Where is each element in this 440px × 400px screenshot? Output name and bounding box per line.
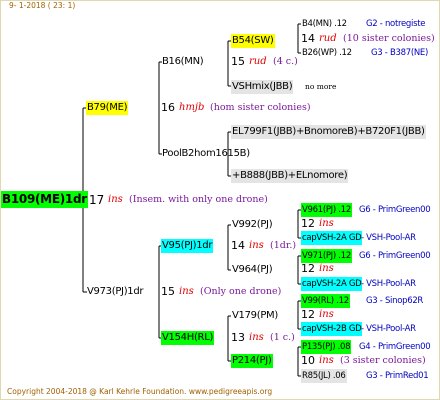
- node-origin: G2 - notregiste: [366, 19, 426, 29]
- node-year: 13: [231, 331, 245, 344]
- node-name: B16(MN): [162, 56, 204, 67]
- node-name: V154H(RL): [161, 331, 215, 345]
- node-name: R85(JL) .06: [301, 369, 347, 383]
- node-name: capVSH-2A GD: [301, 231, 363, 245]
- node-name: B26(WP) .12: [302, 48, 352, 58]
- node-note: (Only one drone): [200, 286, 282, 297]
- node-name: V964(PJ): [232, 264, 273, 275]
- connector: [158, 61, 162, 155]
- node-name: V961(PJ) .12: [301, 203, 352, 217]
- node-name: B54(SW): [231, 34, 275, 48]
- connector: [297, 255, 301, 285]
- connector: [297, 23, 301, 54]
- node-name: +B888(JBB)+ELnomore): [231, 169, 349, 183]
- node-origin: G6 - PrimGreen00: [359, 205, 431, 215]
- node-origin: G3 - PrimRed01: [366, 371, 429, 381]
- node-mark: ins: [319, 263, 334, 274]
- node-mark: ins: [249, 332, 264, 343]
- node-mark: ins: [179, 286, 194, 297]
- node-name: V95(PJ)1dr: [161, 239, 214, 253]
- node-origin: G3 - Sinop62R: [366, 296, 424, 306]
- node-name: V971(PJ) .12: [301, 249, 352, 263]
- header: 9- 1-2018 ( 23: 1): [9, 1, 76, 10]
- node-year: 15: [231, 55, 245, 68]
- node-year: 10: [301, 354, 315, 367]
- connector: [227, 224, 231, 271]
- node-year: 12: [301, 217, 315, 230]
- node-note: (1dr.): [270, 240, 297, 251]
- node-note: (4 c.): [273, 56, 298, 67]
- node-note: (10 sister colonies): [343, 33, 435, 44]
- connector: [227, 40, 231, 87]
- node-name: V179(PM): [232, 310, 278, 321]
- connector: [227, 315, 231, 362]
- node-year: 15: [161, 285, 175, 298]
- node-origin: G4 - PrimGreen00: [359, 342, 431, 352]
- node-note: (hom sister colonies): [210, 102, 311, 113]
- node-mark: ins: [319, 355, 334, 366]
- footer: Copyright 2004-2018 @ Karl Kehrle Founda…: [7, 387, 273, 396]
- node-year: 14: [231, 239, 245, 252]
- node-note: (3 sister colonies): [340, 355, 426, 366]
- node-year: 16: [161, 101, 175, 114]
- node-name: B79(ME): [86, 101, 129, 115]
- node-year: 12: [301, 308, 315, 321]
- node-name: P214(PJ): [231, 354, 273, 368]
- node-mark: ins: [108, 194, 123, 205]
- node-name: PoolB2hom1615B): [162, 148, 250, 159]
- node-name: P135(PJ) .08: [301, 340, 352, 354]
- node-name: B4(MN) .12: [302, 19, 347, 29]
- node-mark: hmjb: [179, 102, 205, 113]
- node-note: (Insem. with only one drone): [129, 194, 268, 205]
- node-year: 14: [301, 32, 315, 45]
- node-name: EL799F1(JBB)+BnomoreB)+B720F1(JBB): [231, 125, 426, 139]
- connector: [297, 209, 301, 239]
- node-name: V992(PJ): [232, 219, 273, 230]
- connector: [297, 346, 301, 377]
- node-year: 17: [89, 193, 105, 207]
- node-year: 12: [301, 262, 315, 275]
- node-name: B109(ME)1dr: [1, 191, 88, 208]
- node-name: V973(PJ)1dr: [87, 286, 144, 297]
- connector: [297, 300, 301, 330]
- node-mark: rud: [319, 33, 337, 44]
- node-origin: - VSH-Pool-AR: [361, 233, 416, 243]
- node-mark: rud: [249, 56, 267, 67]
- node-note: (1 c.): [270, 332, 295, 343]
- node-mark: ins: [319, 309, 334, 320]
- node-mark: ins: [249, 240, 264, 251]
- node-note: no more: [305, 82, 337, 91]
- node-origin: G6 - PrimGreen00: [359, 251, 431, 261]
- node-name: capVSH-2B GD: [301, 322, 363, 336]
- node-mark: ins: [319, 218, 334, 229]
- node-name: VSHmix(JBB): [231, 80, 294, 94]
- node-name: V99(RL) .12: [301, 294, 350, 308]
- node-origin: - VSH-Pool-AR: [361, 324, 416, 334]
- connector: [227, 131, 231, 177]
- node-origin: G3 - B387(NE): [371, 48, 428, 58]
- node-origin: - VSH-Pool-AR: [361, 279, 416, 289]
- node-name: capVSH-2A GD: [301, 277, 363, 291]
